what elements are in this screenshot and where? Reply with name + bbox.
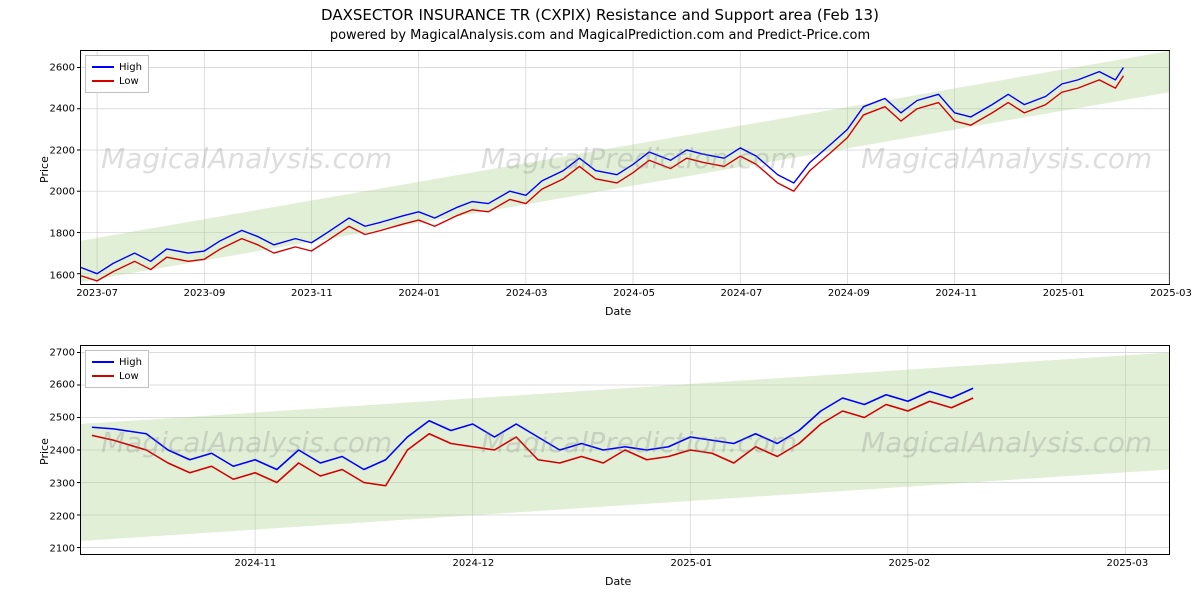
- y-tick-label: 2100: [50, 544, 81, 555]
- y-tick-label: 2200: [50, 511, 81, 522]
- legend-box-top: High Low: [85, 55, 149, 93]
- chart-subtitle: powered by MagicalAnalysis.com and Magic…: [0, 28, 1200, 43]
- bottom-y-axis-label: Price: [38, 438, 51, 465]
- x-tick-label: 2025-03: [1106, 554, 1148, 569]
- legend-label-low: Low: [119, 76, 139, 87]
- y-tick-label: 1600: [50, 270, 81, 281]
- legend-swatch-high: [92, 66, 114, 68]
- x-tick-label: 2024-09: [828, 284, 870, 299]
- legend-row-high-2: High: [92, 355, 142, 369]
- x-tick-label: 2024-03: [506, 284, 548, 299]
- top-chart: High Low 1600180020002200240026002023-07…: [80, 50, 1170, 285]
- x-tick-label: 2024-05: [613, 284, 655, 299]
- x-tick-label: 2024-12: [452, 554, 494, 569]
- legend-label-high: High: [119, 62, 142, 73]
- y-tick-label: 2600: [50, 62, 81, 73]
- legend-swatch-low-2: [92, 375, 114, 377]
- legend-row-low: Low: [92, 74, 142, 88]
- y-tick-label: 1800: [50, 229, 81, 240]
- y-tick-label: 2000: [50, 187, 81, 198]
- y-tick-label: 2200: [50, 145, 81, 156]
- y-tick-label: 2300: [50, 478, 81, 489]
- legend-row-high: High: [92, 60, 142, 74]
- y-tick-label: 2600: [50, 380, 81, 391]
- x-tick-label: 2023-11: [291, 284, 333, 299]
- legend-box-bottom: High Low: [85, 350, 149, 388]
- top-chart-svg: [81, 51, 1169, 284]
- x-tick-label: 2023-07: [76, 284, 118, 299]
- x-tick-label: 2025-02: [888, 554, 930, 569]
- y-tick-label: 2500: [50, 413, 81, 424]
- legend-label-high-2: High: [119, 357, 142, 368]
- legend-swatch-high-2: [92, 361, 114, 363]
- x-tick-label: 2025-01: [670, 554, 712, 569]
- chart-title: DAXSECTOR INSURANCE TR (CXPIX) Resistanc…: [0, 6, 1200, 24]
- x-tick-label: 2023-09: [184, 284, 226, 299]
- legend-swatch-low: [92, 80, 114, 82]
- legend-row-low-2: Low: [92, 369, 142, 383]
- y-tick-label: 2700: [50, 347, 81, 358]
- x-tick-label: 2024-11: [935, 284, 977, 299]
- bottom-chart-svg: [81, 346, 1169, 554]
- y-tick-label: 2400: [50, 104, 81, 115]
- x-tick-label: 2024-11: [234, 554, 276, 569]
- top-y-axis-label: Price: [38, 156, 51, 183]
- x-tick-label: 2025-03: [1150, 284, 1192, 299]
- bottom-chart: High Low 2100220023002400250026002700202…: [80, 345, 1170, 555]
- y-tick-label: 2400: [50, 446, 81, 457]
- top-x-axis-label: Date: [605, 305, 631, 318]
- bottom-x-axis-label: Date: [605, 575, 631, 588]
- legend-label-low-2: Low: [119, 371, 139, 382]
- x-tick-label: 2024-07: [721, 284, 763, 299]
- page-root: DAXSECTOR INSURANCE TR (CXPIX) Resistanc…: [0, 0, 1200, 600]
- x-tick-label: 2024-01: [398, 284, 440, 299]
- x-tick-label: 2025-01: [1043, 284, 1085, 299]
